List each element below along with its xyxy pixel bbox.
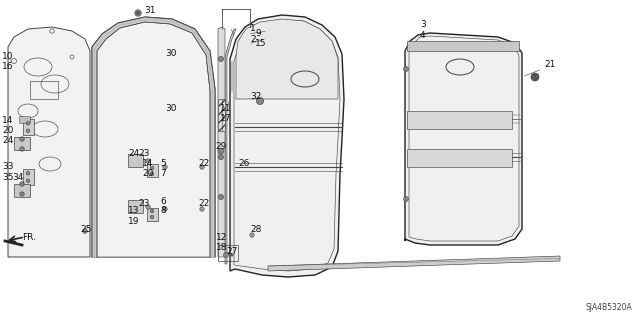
Text: 9: 9	[255, 29, 260, 39]
Polygon shape	[230, 15, 344, 277]
Text: 10: 10	[2, 53, 13, 62]
Circle shape	[257, 98, 264, 105]
Circle shape	[83, 229, 87, 233]
Circle shape	[218, 195, 223, 199]
Text: 35: 35	[2, 173, 13, 182]
Circle shape	[136, 11, 140, 14]
FancyBboxPatch shape	[15, 184, 29, 197]
Text: 1: 1	[250, 25, 256, 33]
Circle shape	[26, 129, 30, 133]
Text: FR.: FR.	[22, 233, 36, 241]
Circle shape	[403, 66, 408, 71]
Text: 4: 4	[420, 31, 426, 40]
Circle shape	[200, 165, 204, 169]
FancyBboxPatch shape	[407, 41, 519, 51]
Polygon shape	[218, 27, 225, 257]
Text: 27: 27	[226, 247, 237, 256]
Text: 14: 14	[2, 116, 13, 125]
Text: 29: 29	[215, 143, 227, 152]
Circle shape	[218, 56, 223, 62]
Circle shape	[20, 182, 24, 186]
Circle shape	[531, 73, 539, 81]
Text: 21: 21	[544, 61, 556, 70]
Polygon shape	[92, 17, 215, 257]
Circle shape	[150, 172, 154, 176]
Circle shape	[231, 254, 233, 256]
Text: 23: 23	[138, 150, 149, 159]
Circle shape	[218, 154, 223, 160]
Text: 20: 20	[142, 169, 154, 179]
Circle shape	[20, 192, 24, 196]
Text: 5: 5	[160, 160, 166, 168]
FancyBboxPatch shape	[15, 137, 29, 151]
Circle shape	[200, 207, 204, 211]
Circle shape	[26, 122, 30, 125]
FancyBboxPatch shape	[20, 117, 30, 123]
Circle shape	[163, 207, 167, 211]
FancyBboxPatch shape	[127, 154, 143, 167]
FancyBboxPatch shape	[147, 165, 157, 177]
Text: 2: 2	[250, 34, 255, 43]
Text: 3: 3	[420, 20, 426, 29]
Circle shape	[163, 165, 167, 169]
Text: 26: 26	[238, 160, 250, 168]
Polygon shape	[8, 27, 90, 257]
Text: 12: 12	[216, 233, 227, 241]
Text: 25: 25	[80, 225, 92, 234]
Text: SJA4B5320A: SJA4B5320A	[585, 302, 632, 311]
Circle shape	[146, 159, 150, 163]
Text: 14: 14	[142, 160, 154, 168]
Text: 32: 32	[250, 93, 261, 101]
Text: 22: 22	[198, 160, 209, 168]
Text: 6: 6	[160, 197, 166, 205]
FancyBboxPatch shape	[407, 149, 512, 167]
Circle shape	[403, 197, 408, 202]
Text: 24: 24	[128, 150, 140, 159]
Text: 16: 16	[2, 63, 13, 71]
Polygon shape	[405, 33, 522, 245]
Text: 15: 15	[255, 40, 266, 48]
Text: 17: 17	[220, 115, 232, 123]
Text: 23: 23	[138, 199, 149, 209]
Text: 33: 33	[2, 162, 13, 172]
Text: 11: 11	[220, 105, 232, 114]
Polygon shape	[268, 256, 560, 271]
Text: 30: 30	[165, 105, 177, 114]
Text: 8: 8	[160, 206, 166, 216]
Text: 19: 19	[128, 217, 140, 226]
Polygon shape	[92, 17, 215, 257]
Text: 20: 20	[2, 127, 13, 136]
Text: 22: 22	[198, 199, 209, 209]
Circle shape	[20, 137, 24, 141]
Text: 18: 18	[216, 242, 227, 251]
Polygon shape	[225, 29, 236, 264]
Text: 7: 7	[160, 169, 166, 179]
Circle shape	[20, 147, 24, 151]
FancyBboxPatch shape	[218, 99, 225, 131]
Polygon shape	[236, 19, 338, 99]
Circle shape	[146, 205, 150, 209]
Circle shape	[150, 209, 154, 213]
Circle shape	[135, 10, 141, 16]
Polygon shape	[97, 22, 210, 257]
FancyBboxPatch shape	[22, 119, 33, 135]
Text: 34: 34	[12, 173, 24, 182]
Circle shape	[26, 171, 30, 175]
FancyBboxPatch shape	[22, 169, 33, 185]
Circle shape	[150, 215, 154, 219]
Text: 13: 13	[128, 206, 140, 216]
Text: 31: 31	[144, 6, 156, 16]
Circle shape	[218, 148, 224, 154]
Circle shape	[223, 253, 228, 257]
Circle shape	[150, 166, 154, 170]
Text: 24: 24	[2, 137, 13, 145]
Circle shape	[250, 233, 254, 237]
FancyBboxPatch shape	[127, 201, 143, 213]
Text: 30: 30	[165, 49, 177, 58]
Circle shape	[26, 179, 30, 182]
Text: 28: 28	[250, 225, 261, 234]
FancyBboxPatch shape	[147, 207, 157, 220]
FancyBboxPatch shape	[407, 111, 512, 129]
Circle shape	[83, 229, 87, 233]
